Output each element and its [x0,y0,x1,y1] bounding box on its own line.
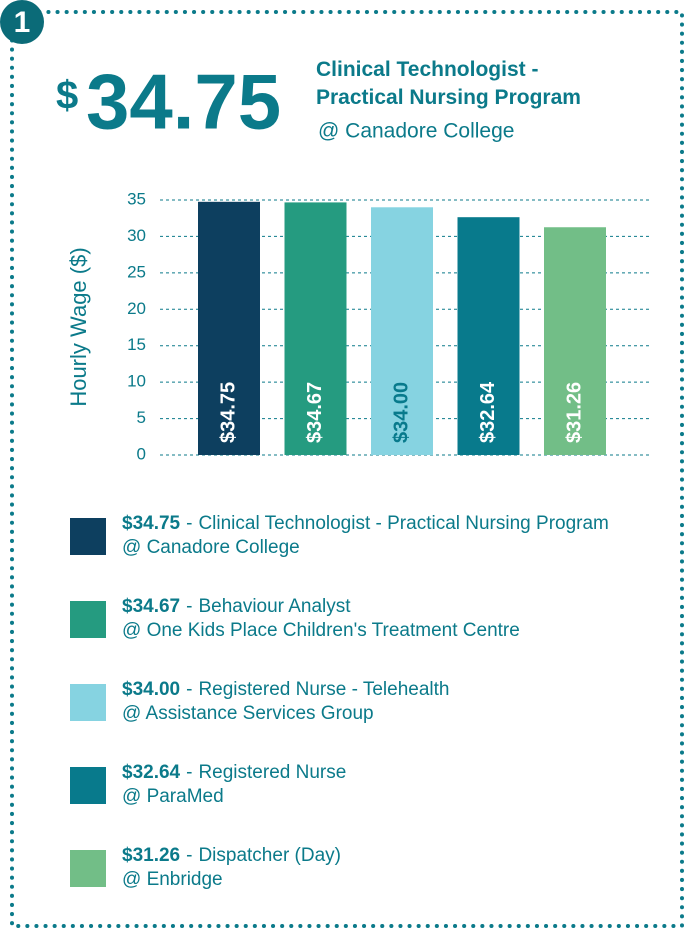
legend-category: Dispatcher (Day) [198,845,341,866]
headline-value: 34.75 [86,58,281,146]
legend-line: $31.26- Dispatcher (Day) [122,845,341,866]
legend-swatch [70,767,106,804]
legend-separator: - [186,513,192,534]
bar-value-label: $34.75 [217,382,239,443]
bar [457,217,520,455]
headline-currency: $ [56,74,78,118]
dotted-border [10,10,684,928]
legend-line: $32.64- Registered Nurse [122,762,346,783]
legend-line: $34.67- Behaviour Analyst [122,596,351,617]
bar-value-label: $34.00 [390,382,412,443]
y-tick-label: 5 [137,408,146,427]
bar [544,227,606,455]
chart-subtitle: @ Canadore College [318,120,514,143]
bar-value-label: $31.26 [563,382,585,443]
legend-employer: @ One Kids Place Children's Treatment Ce… [122,620,520,641]
y-tick-label: 35 [127,189,146,208]
legend-value: $34.75 [122,513,181,534]
legend-swatch [70,684,106,721]
y-axis-label: Hourly Wage ($) [66,247,91,406]
legend-swatch [70,518,106,555]
legend-swatch [70,601,106,638]
legend-value: $34.67 [122,596,180,617]
chart-title: Clinical Technologist - Practical Nursin… [316,58,581,109]
bar-value-label: $34.67 [304,382,326,443]
legend-separator: - [186,679,192,700]
title-box: Clinical Technologist - Practical Nursin… [316,58,581,109]
y-tick-label: 10 [127,372,146,391]
legend-category: Registered Nurse [198,762,346,783]
bar-value-label: $32.64 [477,381,499,443]
y-tick-label: 20 [127,299,146,318]
legend-employer: @ Enbridge [122,869,223,890]
legend-employer: @ Canadore College [122,537,300,558]
legend-employer: @ ParaMed [122,786,224,807]
legend-line: $34.75- Clinical Technologist - Practical… [122,513,609,534]
legend-category: Registered Nurse - Telehealth [198,679,449,700]
legend-value: $31.26 [122,845,180,866]
bar [198,201,260,455]
legend-value: $32.64 [122,762,181,783]
legend-employer: @ Assistance Services Group [122,703,374,724]
legend-value: $34.00 [122,679,180,700]
y-tick-label: 15 [127,335,146,354]
badge [0,0,44,44]
bar [371,207,433,455]
y-tick-label: 25 [127,262,146,281]
y-tick-label: 0 [137,444,146,463]
bar [284,202,347,455]
legend-category: Clinical Technologist - Practical Nursin… [198,513,608,534]
badge-number: 1 [14,6,31,39]
y-tick-label: 30 [127,226,146,245]
legend-separator: - [186,762,192,783]
legend-line: $34.00- Registered Nurse - Telehealth [122,679,449,700]
legend-swatch [70,850,106,887]
legend-category: Behaviour Analyst [198,596,351,617]
legend-separator: - [186,845,192,866]
legend-separator: - [186,596,192,617]
